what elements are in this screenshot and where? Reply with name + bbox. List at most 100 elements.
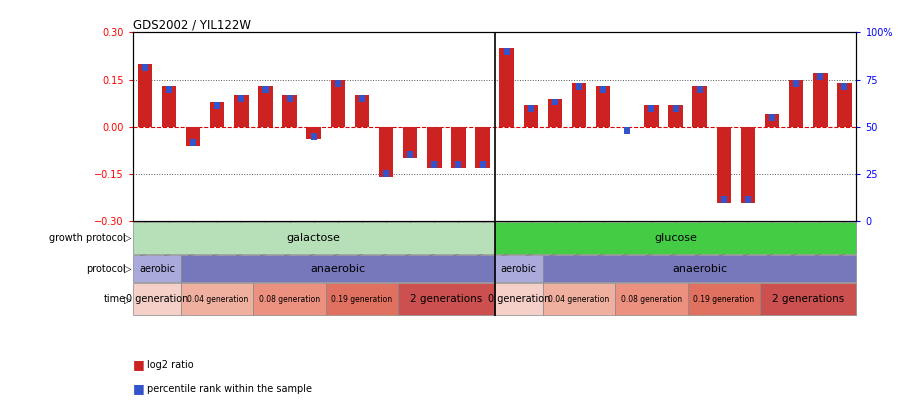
Text: ▷: ▷ [124,294,132,305]
Bar [335,80,341,87]
Text: growth protocol: growth protocol [49,233,125,243]
Bar [234,96,248,127]
Text: 0 generation: 0 generation [487,294,550,305]
Bar [495,284,543,315]
Text: ▷: ▷ [124,264,132,274]
Bar [383,171,389,177]
Bar [307,127,321,139]
Bar [311,132,317,139]
Bar [427,127,442,168]
Text: 0.04 generation: 0.04 generation [187,295,248,304]
Text: 0.08 generation: 0.08 generation [621,295,682,304]
Bar [552,98,558,105]
Text: ■: ■ [133,358,145,371]
Text: 2 generations: 2 generations [410,294,483,305]
Bar [263,86,268,93]
Bar [214,102,220,109]
Bar [543,255,856,282]
Bar [716,127,731,202]
Bar [191,139,196,146]
Bar [528,105,534,112]
Bar [133,284,181,315]
Bar [162,86,176,127]
Text: 0.08 generation: 0.08 generation [259,295,321,304]
Bar [455,161,462,168]
Bar [403,127,418,158]
Bar [133,222,495,254]
Bar [452,127,465,168]
Bar [480,161,485,168]
Bar [596,86,610,127]
Bar [181,255,495,282]
Text: ■: ■ [133,382,145,395]
Bar [354,96,369,127]
Bar [137,64,152,127]
Bar [133,255,181,282]
Bar [669,105,682,127]
Bar [495,255,543,282]
Bar [745,196,751,202]
Bar [837,83,852,127]
Bar [181,284,254,315]
Bar [789,80,803,127]
Bar [765,114,780,127]
Bar [572,83,586,127]
Bar [600,86,606,93]
Bar [398,284,495,315]
Bar [576,83,582,90]
Bar [672,105,679,112]
Text: anaerobic: anaerobic [672,264,727,274]
Bar [331,80,345,127]
Bar [721,196,726,202]
Bar [504,48,509,55]
Bar [408,151,413,158]
Text: ▷: ▷ [124,233,132,243]
Bar [186,127,201,146]
Bar [431,161,437,168]
Text: 0 generation: 0 generation [125,294,188,305]
Bar [495,222,856,254]
Bar [258,86,273,127]
Text: protocol: protocol [86,264,125,274]
Text: GDS2002 / YIL122W: GDS2002 / YIL122W [133,18,251,31]
Bar [741,127,755,202]
Text: 0.19 generation: 0.19 generation [332,295,393,304]
Text: percentile rank within the sample: percentile rank within the sample [147,384,311,394]
Bar [793,80,799,87]
Bar [548,98,562,127]
Bar [842,83,847,90]
Text: 0.19 generation: 0.19 generation [693,295,755,304]
Text: 2 generations: 2 generations [772,294,845,305]
Bar [688,284,760,315]
Bar [817,73,823,80]
Bar [499,48,514,127]
Text: time: time [104,294,125,305]
Bar [238,96,245,102]
Bar [769,114,775,121]
Bar [210,102,224,127]
Bar [644,105,659,127]
Bar [359,96,365,102]
Bar [760,284,856,315]
Bar [616,284,688,315]
Bar [282,96,297,127]
Bar [326,284,398,315]
Bar [287,96,292,102]
Bar [649,105,654,112]
Text: aerobic: aerobic [139,264,175,274]
Bar [692,86,707,127]
Bar [379,127,393,177]
Bar [166,86,172,93]
Text: galactose: galactose [287,233,341,243]
Bar [813,73,827,127]
Bar [543,284,616,315]
Bar [142,64,147,71]
Text: glucose: glucose [654,233,697,243]
Bar [524,105,538,127]
Bar [697,86,703,93]
Bar [475,127,490,168]
Text: 0.04 generation: 0.04 generation [549,295,610,304]
Bar [625,127,630,134]
Text: aerobic: aerobic [501,264,537,274]
Bar [254,284,326,315]
